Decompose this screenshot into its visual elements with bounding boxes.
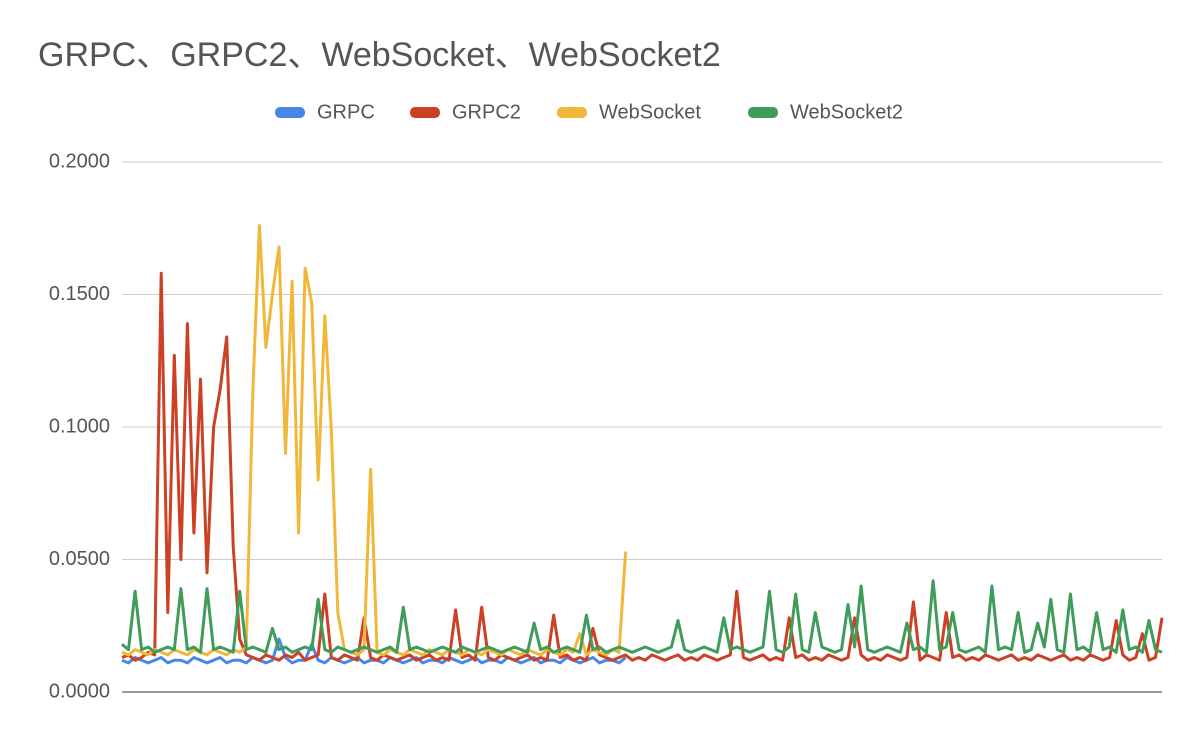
series-line — [121, 271, 1164, 662]
series-line — [121, 224, 628, 657]
y-tick-label: 0.1500 — [49, 283, 110, 305]
y-tick-label: 0.1000 — [49, 415, 110, 437]
legend-label: WebSocket — [599, 101, 701, 123]
series-line — [121, 579, 1163, 654]
legend-label: GRPC — [317, 101, 375, 123]
legend-swatch — [275, 107, 305, 118]
legend-swatch — [748, 107, 778, 118]
y-tick-label: 0.0500 — [49, 548, 110, 570]
y-tick-label: 0.2000 — [49, 150, 110, 172]
legend-label: WebSocket2 — [790, 101, 903, 123]
legend-swatch — [557, 107, 587, 118]
y-tick-label: 0.0000 — [49, 680, 110, 702]
legend-label: GRPC2 — [452, 101, 521, 123]
legend-swatch — [410, 107, 440, 118]
chart-title: GRPC、GRPC2、WebSocket、WebSocket2 — [38, 36, 721, 74]
